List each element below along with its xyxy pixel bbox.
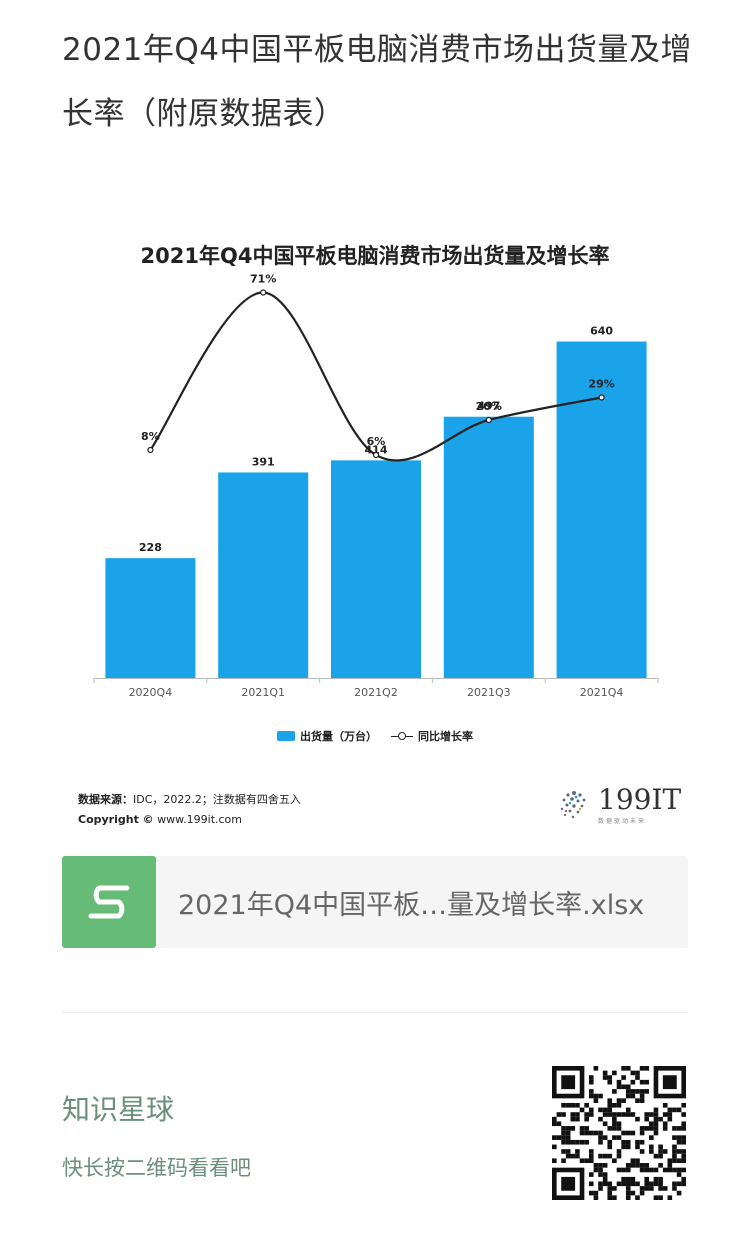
promo-title: 知识星球 <box>62 1093 175 1126</box>
growth-label-2021Q3: 20% <box>476 400 502 413</box>
legend-line-swatch <box>391 731 413 741</box>
legend-item-growth: 同比增长率 <box>391 728 473 744</box>
chart-plot: 228 2020Q4 391 2021Q1 414 2021Q2 497 2021Q3 640 2… <box>93 273 659 699</box>
bar-2021Q1 <box>218 472 309 678</box>
legend-item-shipments: 出货量（万台） <box>277 728 377 744</box>
brand-tagline: 数据驱动未来 <box>598 817 647 825</box>
growth-label-2021Q2: 6% <box>367 435 386 448</box>
growth-label-2020Q4: 8% <box>141 430 160 443</box>
source-label: 数据来源： <box>78 793 133 806</box>
bar-2020Q4 <box>105 558 196 678</box>
bar-label-2020Q4: 228 <box>139 541 162 554</box>
source-note: 数据来源：IDC，2022.2；注数据有四舍五入 Copyright © www… <box>78 790 301 830</box>
bar-2021Q4 <box>556 341 647 678</box>
copyright-label: Copyright © <box>78 813 154 826</box>
bar-label-2021Q2: 414 <box>365 443 388 456</box>
growth-point-2021Q1 <box>260 289 267 296</box>
growth-label-2021Q1: 71% <box>250 273 276 286</box>
bar-label-2021Q1: 391 <box>252 455 275 468</box>
x-tick-label-2020Q4: 2020Q4 <box>129 686 173 699</box>
growth-point-2020Q4 <box>147 446 154 454</box>
chart-image[interactable]: 228 2020Q4 391 2021Q1 414 2021Q2 497 2021Q3 640 2… <box>62 210 688 840</box>
growth-point-2021Q4 <box>598 394 605 401</box>
growth-label-2021Q4: 29% <box>588 378 614 391</box>
section-divider <box>62 1012 688 1013</box>
x-tick-label-2021Q3: 2021Q3 <box>467 686 511 699</box>
growth-point-2021Q3 <box>485 416 492 424</box>
x-tick-label-2021Q4: 2021Q4 <box>580 686 624 699</box>
brand-mark-icon <box>560 791 586 819</box>
source-text: IDC，2022.2；注数据有四舍五入 <box>133 793 301 806</box>
legend-label-growth: 同比增长率 <box>418 730 473 743</box>
brand-logo: 199IT 数据驱动未来 <box>552 782 682 828</box>
attachment-filename: 2021年Q4中国平板…量及增长率.xlsx <box>178 889 645 921</box>
page-title: 2021年Q4中国平板电脑消费市场出货量及增长率（附原数据表） <box>62 32 693 132</box>
chart-title: 2021年Q4中国平板电脑消费市场出货量及增长率 <box>140 244 610 268</box>
promo-subtitle: 快长按二维码看看吧 <box>62 1156 251 1180</box>
growth-point-2021Q2 <box>372 451 380 459</box>
brand-name: 199IT <box>598 782 682 816</box>
bar-2021Q2 <box>331 460 421 678</box>
x-tick-label-2021Q1: 2021Q1 <box>241 686 285 699</box>
bar-2021Q3 <box>443 416 534 678</box>
spreadsheet-icon <box>62 856 156 948</box>
qr-code-icon[interactable] <box>552 1066 686 1200</box>
x-tick-label-2021Q2: 2021Q2 <box>354 686 398 699</box>
bar-label-2021Q3: 497 <box>477 400 500 413</box>
growth-line <box>149 291 602 462</box>
legend-label-shipments: 出货量（万台） <box>300 730 377 743</box>
legend-bar-swatch <box>277 731 295 741</box>
copyright-text: www.199it.com <box>157 813 243 826</box>
attachment-card[interactable]: 2021年Q4中国平板…量及增长率.xlsx <box>62 856 688 948</box>
bar-label-2021Q4: 640 <box>590 325 613 338</box>
chart-legend: 出货量（万台） 同比增长率 <box>62 728 688 744</box>
